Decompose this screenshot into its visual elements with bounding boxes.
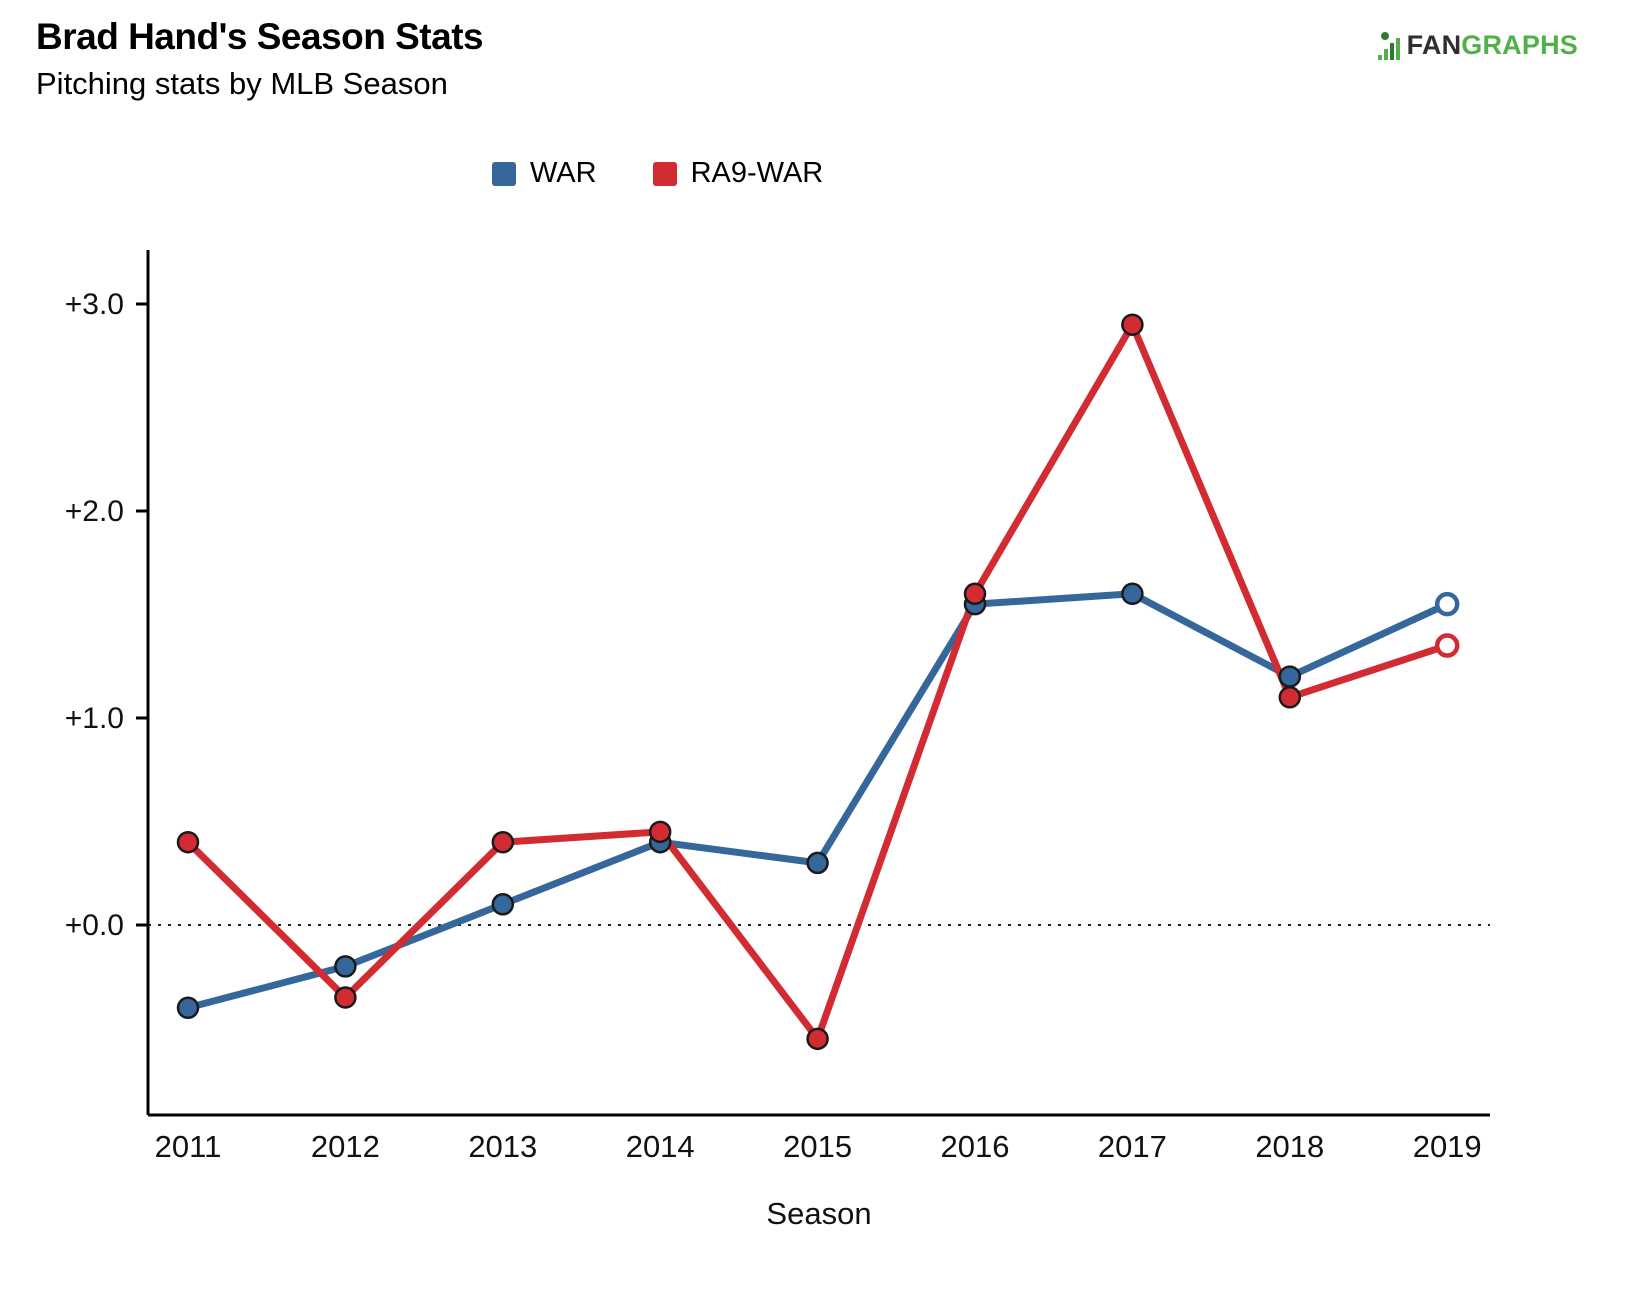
y-tick-label: +3.0 xyxy=(65,288,124,321)
data-point-ra9-war xyxy=(648,820,672,844)
logo-fan-text: FAN xyxy=(1406,30,1462,60)
data-point-ra9-war xyxy=(806,1027,829,1051)
x-tick-label: 2013 xyxy=(468,1129,537,1164)
fangraphs-logo-icon xyxy=(1377,31,1400,60)
x-tick-label: 2018 xyxy=(1255,1129,1324,1164)
data-point-war xyxy=(1434,591,1460,617)
ra9-war-swatch xyxy=(652,161,677,186)
x-tick-label: 2015 xyxy=(783,1129,852,1164)
series-line-ra9-war xyxy=(184,321,1451,1043)
legend-item-ra9-war[interactable]: RA9-WAR xyxy=(652,157,824,190)
data-point-ra9-war xyxy=(1434,633,1460,658)
data-point-ra9-war xyxy=(963,582,987,606)
x-axis-title: Season xyxy=(766,1196,871,1231)
war-swatch xyxy=(492,161,516,186)
logo-graphs-text: GRAPHS xyxy=(1461,30,1578,60)
data-point-war xyxy=(806,851,829,875)
x-tick-label: 2011 xyxy=(155,1129,222,1164)
data-point-war xyxy=(1278,665,1302,688)
legend: WAR RA9-WAR xyxy=(492,157,823,190)
y-tick-label: +0.0 xyxy=(65,909,124,942)
header: Brad Hand's Season Stats Pitching stats … xyxy=(36,16,484,102)
data-point-war xyxy=(176,996,200,1020)
data-point-ra9-war xyxy=(491,830,515,854)
page-subtitle: Pitching stats by MLB Season xyxy=(36,66,448,101)
ra9-war-legend-label: RA9-WAR xyxy=(690,157,824,189)
x-tick-label: 2019 xyxy=(1413,1129,1482,1164)
data-point-ra9-war xyxy=(1121,313,1144,336)
legend-item-war[interactable]: WAR xyxy=(492,157,597,190)
data-point-war xyxy=(491,893,515,916)
fangraphs-logo-text: FANGRAPHS xyxy=(1407,30,1578,61)
data-point-war xyxy=(334,955,357,978)
war-legend-label: WAR xyxy=(530,157,597,189)
data-point-ra9-war xyxy=(334,986,357,1009)
page-title: Brad Hand's Season Stats xyxy=(36,16,484,57)
x-tick-label: 2017 xyxy=(1098,1129,1167,1164)
y-tick-label: +1.0 xyxy=(65,702,124,735)
y-tick-label: +2.0 xyxy=(65,495,124,528)
series-line-war xyxy=(184,590,1451,1012)
x-tick-label: 2016 xyxy=(941,1129,1010,1164)
data-point-war xyxy=(1121,582,1144,606)
x-tick-label: 2012 xyxy=(311,1129,380,1164)
data-point-ra9-war xyxy=(1278,686,1302,709)
fangraphs-logo[interactable]: FANGRAPHS xyxy=(1376,30,1578,61)
data-point-ra9-war xyxy=(176,830,200,854)
x-tick-label: 2014 xyxy=(626,1129,695,1164)
